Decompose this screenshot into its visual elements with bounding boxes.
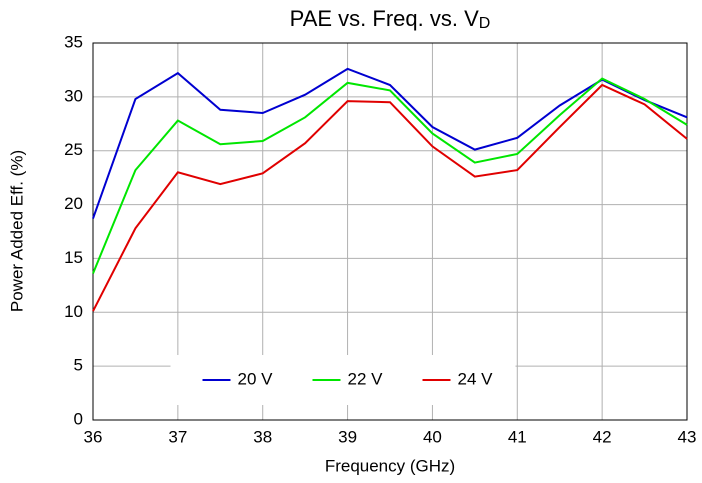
x-tick-label: 42 — [593, 427, 612, 446]
y-tick-label: 35 — [64, 32, 83, 51]
series-line — [92, 77, 688, 274]
x-tick-label: 43 — [678, 427, 697, 446]
x-tick-label: 38 — [253, 427, 272, 446]
title-main: PAE vs. Freq. vs. V — [290, 6, 479, 31]
x-tick-label: 41 — [508, 427, 527, 446]
legend-label: 22 V — [348, 369, 384, 388]
y-tick-label: 15 — [64, 248, 83, 267]
y-tick-label: 20 — [64, 194, 83, 213]
series-line — [92, 83, 688, 312]
y-axis-label: Power Added Eff. (%) — [7, 150, 26, 312]
y-tick-label: 25 — [64, 140, 83, 159]
x-tick-label: 36 — [84, 427, 103, 446]
y-tick-label: 0 — [74, 409, 83, 428]
plot-frame — [92, 42, 688, 421]
y-tick-label: 10 — [64, 302, 83, 321]
y-tick-label: 30 — [64, 86, 83, 105]
x-tick-label: 40 — [423, 427, 442, 446]
x-tick-label: 37 — [168, 427, 187, 446]
title-subscript: D — [479, 15, 491, 32]
x-tick-label: 39 — [338, 427, 357, 446]
legend-label: 24 V — [458, 369, 494, 388]
y-tick-label: 5 — [74, 356, 83, 375]
series-line — [92, 67, 688, 219]
chart-title: PAE vs. Freq. vs. VD — [290, 6, 491, 32]
x-axis-label: Frequency (GHz) — [325, 456, 455, 475]
legend-label: 20 V — [238, 369, 274, 388]
